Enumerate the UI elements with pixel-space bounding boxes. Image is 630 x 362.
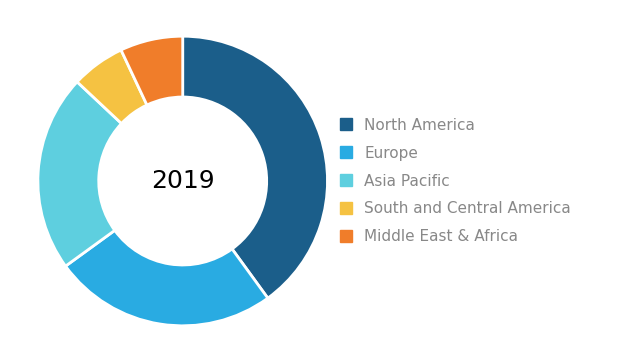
Wedge shape — [77, 50, 147, 123]
Wedge shape — [121, 36, 183, 105]
Wedge shape — [66, 230, 268, 326]
Wedge shape — [38, 82, 122, 266]
Wedge shape — [183, 36, 328, 298]
Legend: North America, Europe, Asia Pacific, South and Central America, Middle East & Af: North America, Europe, Asia Pacific, Sou… — [340, 118, 571, 244]
Text: 2019: 2019 — [151, 169, 214, 193]
